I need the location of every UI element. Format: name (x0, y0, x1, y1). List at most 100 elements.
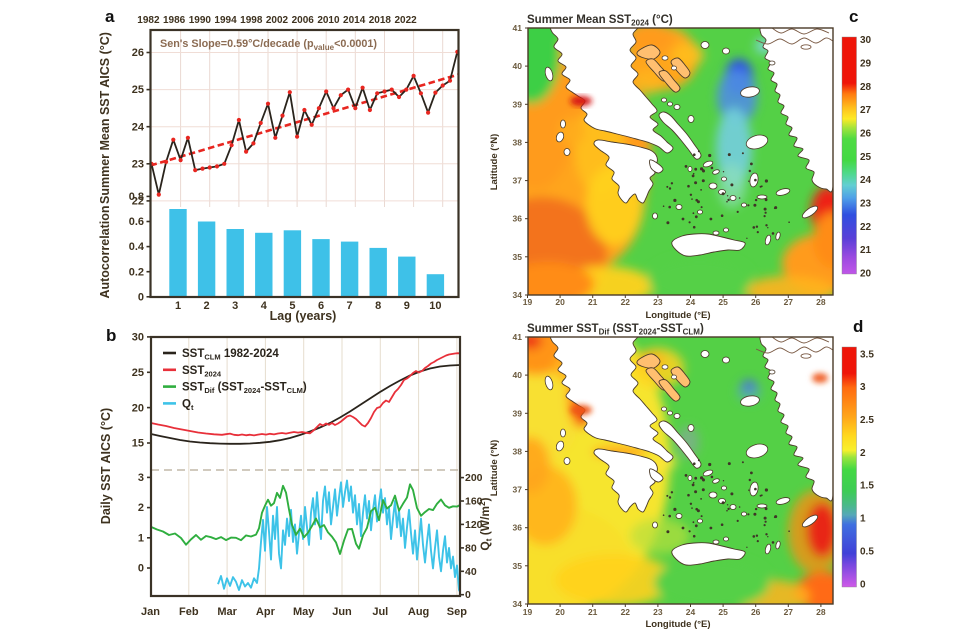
svg-text:b: b (106, 326, 116, 345)
svg-text:2010: 2010 (317, 15, 340, 26)
svg-text:25: 25 (718, 607, 728, 617)
svg-text:3: 3 (860, 382, 866, 393)
svg-text:20: 20 (555, 607, 565, 617)
svg-text:0: 0 (860, 579, 866, 590)
svg-text:30: 30 (860, 35, 872, 46)
svg-text:2022: 2022 (394, 15, 417, 26)
svg-text:24: 24 (686, 607, 696, 617)
svg-text:23: 23 (132, 158, 144, 170)
svg-text:a: a (105, 7, 115, 26)
svg-text:22: 22 (132, 196, 144, 208)
svg-text:40: 40 (513, 61, 523, 71)
svg-text:27: 27 (784, 607, 794, 617)
svg-text:34: 34 (513, 599, 523, 609)
svg-text:Sep: Sep (447, 606, 467, 618)
svg-text:6: 6 (318, 300, 324, 312)
svg-text:3: 3 (138, 472, 144, 484)
svg-text:1986: 1986 (163, 15, 186, 26)
svg-text:25: 25 (132, 84, 144, 96)
svg-text:22: 22 (860, 222, 872, 233)
svg-text:25: 25 (132, 367, 144, 379)
svg-text:2.5: 2.5 (860, 415, 874, 426)
svg-text:20: 20 (555, 297, 565, 307)
svg-text:Jun: Jun (332, 606, 352, 618)
svg-text:9: 9 (404, 300, 410, 312)
svg-text:c: c (849, 7, 858, 26)
svg-text:25: 25 (860, 152, 872, 163)
svg-text:21: 21 (588, 607, 598, 617)
svg-text:2: 2 (204, 300, 210, 312)
svg-text:Apr: Apr (256, 606, 276, 618)
svg-text:19: 19 (523, 297, 533, 307)
svg-text:15: 15 (132, 438, 144, 450)
svg-text:d: d (853, 317, 863, 336)
svg-text:28: 28 (860, 82, 872, 93)
svg-text:24: 24 (686, 297, 696, 307)
svg-text:20: 20 (860, 269, 872, 280)
svg-text:1990: 1990 (189, 15, 212, 26)
svg-text:1.5: 1.5 (860, 481, 874, 492)
svg-text:Latitude (°N): Latitude (°N) (489, 134, 500, 191)
svg-text:39: 39 (513, 99, 523, 109)
svg-text:Longitude (°E): Longitude (°E) (645, 310, 710, 321)
svg-text:0.5: 0.5 (860, 546, 874, 557)
svg-text:1: 1 (175, 300, 181, 312)
svg-text:Aug: Aug (408, 606, 429, 618)
svg-text:26: 26 (132, 47, 144, 59)
svg-text:4: 4 (261, 300, 268, 312)
svg-text:SSTCLM 1982-2024: SSTCLM 1982-2024 (182, 348, 279, 362)
svg-text:200: 200 (465, 472, 483, 484)
svg-text:Qt (W/m2): Qt (W/m2) (478, 497, 494, 550)
svg-text:160: 160 (465, 496, 483, 508)
svg-text:1998: 1998 (240, 15, 263, 26)
svg-text:28: 28 (816, 297, 826, 307)
svg-text:2002: 2002 (266, 15, 289, 26)
svg-text:Mar: Mar (217, 606, 237, 618)
svg-text:0: 0 (465, 589, 471, 601)
svg-text:41: 41 (513, 23, 523, 33)
svg-text:40: 40 (465, 566, 477, 578)
svg-text:25: 25 (718, 297, 728, 307)
svg-text:36: 36 (513, 523, 523, 533)
svg-text:0.8: 0.8 (129, 191, 144, 203)
svg-text:Qt: Qt (182, 398, 194, 412)
svg-text:22: 22 (621, 607, 631, 617)
svg-text:1982: 1982 (137, 15, 160, 26)
svg-text:26: 26 (751, 607, 761, 617)
svg-text:21: 21 (588, 297, 598, 307)
svg-text:40: 40 (513, 370, 523, 380)
svg-text:Jan: Jan (141, 606, 160, 618)
svg-text:21: 21 (860, 245, 872, 256)
svg-text:3: 3 (232, 300, 238, 312)
svg-text:24: 24 (132, 121, 145, 133)
svg-text:27: 27 (860, 105, 872, 116)
svg-text:0.6: 0.6 (129, 216, 144, 228)
svg-text:29: 29 (860, 59, 872, 70)
svg-text:37: 37 (513, 485, 523, 495)
svg-text:80: 80 (465, 542, 477, 554)
svg-text:1: 1 (138, 532, 144, 544)
svg-text:Longitude (°E): Longitude (°E) (645, 619, 710, 630)
svg-text:28: 28 (816, 607, 826, 617)
svg-text:41: 41 (513, 332, 523, 342)
svg-text:30: 30 (132, 332, 144, 344)
svg-text:23: 23 (860, 199, 872, 210)
svg-text:38: 38 (513, 446, 523, 456)
svg-text:1: 1 (860, 514, 866, 525)
svg-text:20: 20 (132, 402, 144, 414)
svg-text:Jul: Jul (372, 606, 388, 618)
svg-text:0: 0 (138, 563, 144, 575)
svg-text:2: 2 (138, 502, 144, 514)
svg-text:35: 35 (513, 561, 523, 571)
svg-text:Lag (years): Lag (years) (270, 309, 337, 323)
svg-text:2014: 2014 (343, 15, 366, 26)
svg-text:0: 0 (138, 291, 144, 303)
svg-text:8: 8 (375, 300, 381, 312)
svg-text:36: 36 (513, 214, 523, 224)
svg-text:39: 39 (513, 408, 523, 418)
svg-text:26: 26 (860, 129, 872, 140)
svg-text:May: May (293, 606, 315, 618)
svg-text:2006: 2006 (292, 15, 315, 26)
svg-text:19: 19 (523, 607, 533, 617)
svg-text:23: 23 (653, 297, 663, 307)
